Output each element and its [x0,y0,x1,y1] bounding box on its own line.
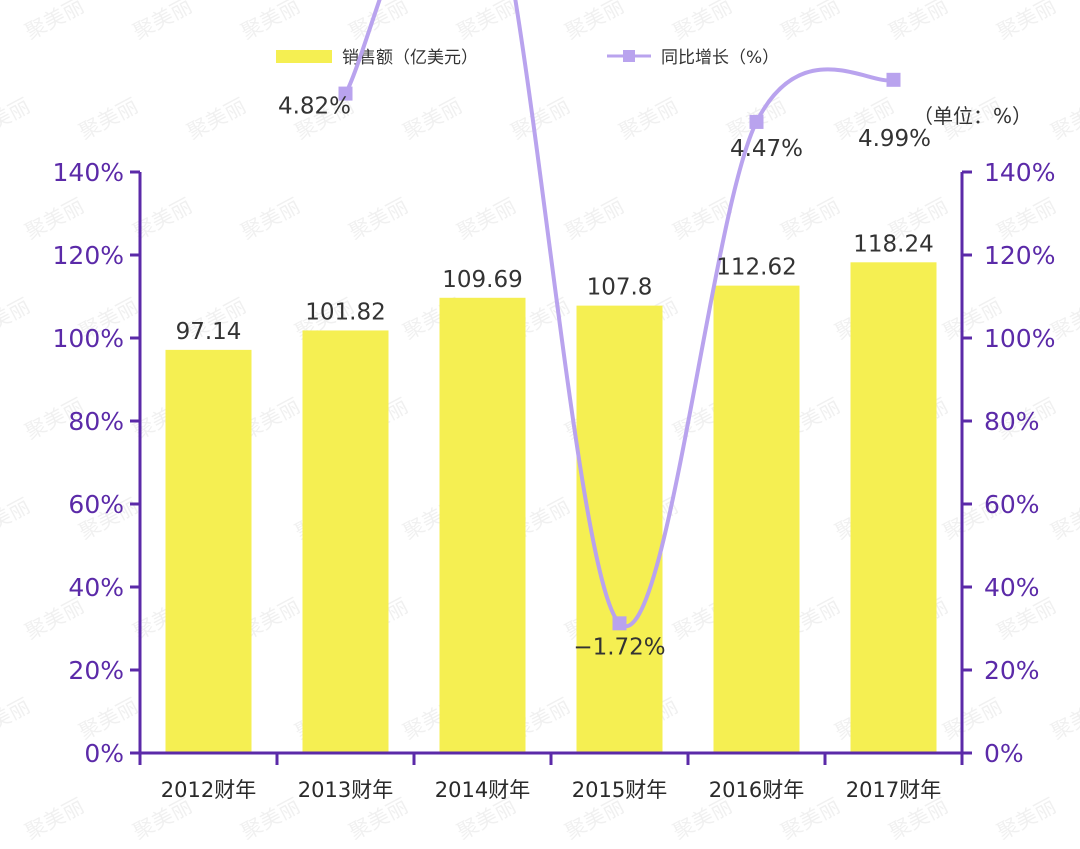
x-tick-label: 2016财年 [709,778,804,802]
bar-value-label: 101.82 [305,299,385,325]
data-labels: 97.14101.82109.69107.8112.62118.244.82%7… [176,94,934,661]
x-tick-label: 2017财年 [846,778,941,802]
watermark-text: 聚美丽 [0,494,34,545]
x-tick-label: 2013财年 [298,778,393,802]
watermark-text: 聚美丽 [507,94,574,145]
watermark-text: 聚美丽 [777,0,844,44]
watermark-text: 聚美丽 [0,294,34,345]
watermark-text: 聚美丽 [183,94,250,145]
growth-marker [338,86,353,101]
watermark-text: 聚美丽 [1047,494,1080,545]
bar [165,349,252,753]
growth-marker [612,616,627,631]
bar-value-label: 118.24 [853,231,933,257]
bar [713,285,800,753]
watermark-text: 聚美丽 [345,194,412,245]
y-left-tick-label: 80% [68,407,124,436]
y-right-tick-label: 120% [984,241,1055,270]
watermark-text: 聚美丽 [21,0,88,44]
watermark-text: 聚美丽 [21,194,88,245]
y-left-tick-label: 40% [68,573,124,602]
y-axis-left: 0% 20% 40% 60% 80% 100% 120% 140% [53,158,142,768]
bar [439,297,526,753]
growth-value-label: −1.72% [573,634,665,660]
watermark-text: 聚美丽 [453,0,520,44]
y-right-tick-label: 60% [984,490,1040,519]
watermark-text: 聚美丽 [885,0,952,44]
watermark-text: 聚美丽 [993,0,1060,44]
watermark-text: 聚美丽 [129,0,196,44]
y-right-tick-label: 20% [984,656,1040,685]
y-right-tick-label: 0% [984,739,1024,768]
watermark-text: 聚美丽 [399,94,466,145]
legend-line-label: 同比增长（%） [661,48,779,68]
watermark-text: 聚美丽 [615,94,682,145]
legend: 销售额（亿美元） 同比增长（%） [276,48,779,68]
watermark-text: 聚美丽 [237,0,304,44]
y-left-tick-label: 20% [68,656,124,685]
growth-value-label: 4.99% [858,126,931,152]
x-axis: 2012财年 2013财年 2014财年 2015财年 2016财年 2017财年 [138,751,964,802]
bar-value-label: 109.69 [442,267,522,293]
watermark-text: 聚美丽 [0,694,34,745]
watermark-text: 聚美丽 [993,794,1060,845]
watermark-text: 聚美丽 [993,194,1060,245]
line-series [338,0,901,631]
y-right-tick-label: 40% [984,573,1040,602]
legend-bar-swatch [276,50,332,63]
growth-marker [749,114,764,129]
watermark-text: 聚美丽 [777,194,844,245]
bar-value-label: 107.8 [587,275,653,301]
bar-value-label: 97.14 [176,319,242,345]
legend-bar-label: 销售额（亿美元） [342,48,478,68]
watermark-text: 聚美丽 [669,0,736,44]
growth-value-label: 4.47% [730,136,803,162]
y-left-tick-label: 140% [53,158,124,187]
y-left-tick-label: 0% [84,739,124,768]
y-axis-right: 0% 20% 40% 60% 80% 100% 120% 140% [960,158,1055,768]
legend-line-marker [623,50,635,62]
watermark-text: 聚美丽 [0,94,34,145]
bar [850,262,937,753]
watermark-text: 聚美丽 [561,194,628,245]
x-tick-label: 2015财年 [572,778,667,802]
watermark-text: 聚美丽 [237,194,304,245]
y-left-tick-label: 100% [53,324,124,353]
unit-label: （单位：%） [913,104,1032,128]
x-tick-label: 2012财年 [161,778,256,802]
watermark-text: 聚美丽 [21,794,88,845]
watermark-text: 聚美丽 [75,94,142,145]
bar-value-label: 112.62 [716,255,796,281]
y-right-tick-label: 100% [984,324,1055,353]
watermark-text: 聚美丽 [561,0,628,44]
watermark-text: 聚美丽 [1047,94,1080,145]
growth-marker [886,72,901,87]
x-tick-label: 2014财年 [435,778,530,802]
y-left-tick-label: 60% [68,490,124,519]
watermark-text: 聚美丽 [453,194,520,245]
bar [302,330,389,753]
watermark-text: 聚美丽 [939,694,1006,745]
growth-value-label: 4.82% [278,94,351,120]
y-right-tick-label: 140% [984,158,1055,187]
y-right-tick-label: 80% [984,407,1040,436]
watermark-text: 聚美丽 [1047,694,1080,745]
watermark-text: 聚美丽 [75,694,142,745]
y-left-tick-label: 120% [53,241,124,270]
